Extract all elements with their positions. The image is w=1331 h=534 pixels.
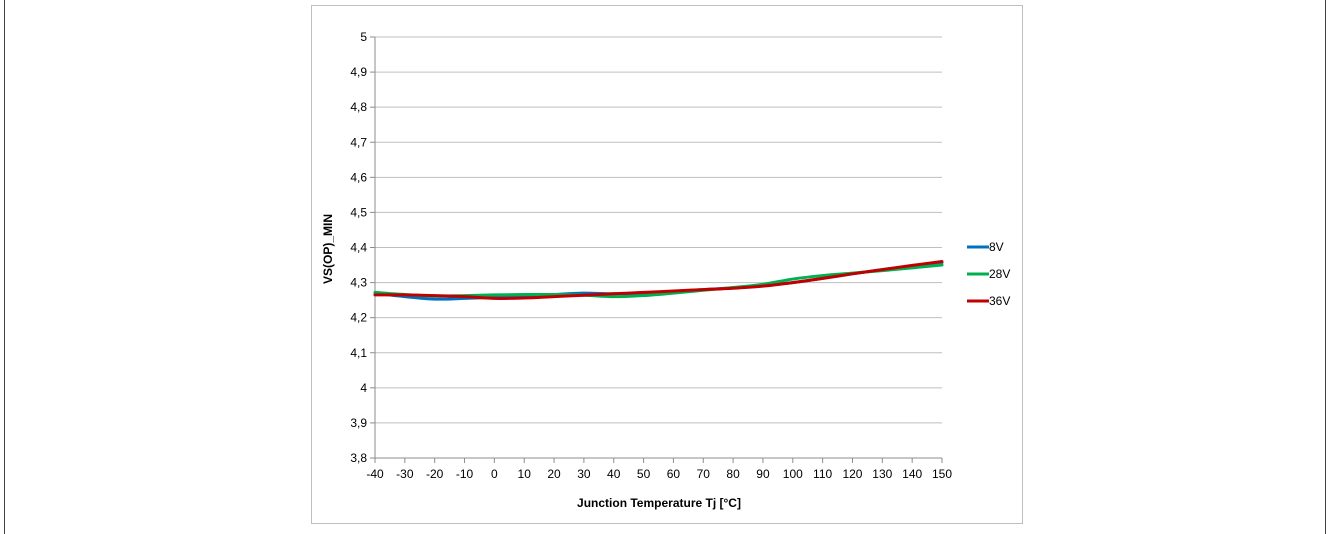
legend-label-8v: 8V [989,240,1004,254]
y-tick-label: 4,5 [350,205,367,219]
axes [370,36,943,463]
line-chart: 3,83,944,14,24,34,44,54,64,74,84,95 -40-… [321,30,1010,510]
y-axis-title: VS(OP)_MIN [321,214,335,284]
y-tick-label: 4,3 [350,276,367,290]
y-tick-label: 3,8 [350,451,367,465]
x-tick-label: 130 [872,467,892,481]
x-tick-label: 120 [842,467,862,481]
series-lines [373,260,944,301]
x-axis-title: Junction Temperature Tj [°C] [577,496,741,510]
x-tick-label: 50 [637,467,651,481]
y-tick-label: 4,6 [350,170,367,184]
y-tick-label: 4 [360,381,367,395]
y-tick-label: 4,9 [350,65,367,79]
x-tick-labels: -40 -30 -20 -10 0 10 20 30 40 50 60 70 80 90 100 110 120… [366,467,952,481]
x-tick-label: 110 [813,467,832,481]
x-tick-label: -20 [426,467,444,481]
x-tick-label: 40 [607,467,621,481]
y-tick-label: 4,7 [350,135,367,149]
legend: 8V 28V 36V [967,240,1010,308]
x-tick-label: 0 [491,467,498,481]
x-tick-label: -10 [456,467,474,481]
x-tick-label: 100 [783,467,803,481]
x-tick-label: 10 [518,467,532,481]
y-tick-label: 5 [360,30,367,44]
legend-label-28v: 28V [989,267,1010,281]
legend-label-36v: 36V [989,294,1010,308]
chart-container: 3,8 3,9 4 4,1 4,2 4,3 4,4 4,5 4,6 4,7 4,8 4,9 5 -40-… [311,5,1023,524]
y-tick-label: 4,1 [350,346,367,360]
y-tick-labels: 3,8 3,9 4 4,1 4,2 4,3 4,4 4,5 4,6 4,7 4,8 4,9 5 [350,30,367,465]
y-tick-label: 3,9 [350,416,367,430]
x-tick-label: 70 [697,467,711,481]
x-tick-label: -30 [396,467,414,481]
series-line-36v [373,260,944,300]
y-tick-label: 4,8 [350,100,367,114]
x-tick-label: 90 [756,467,770,481]
x-tick-label: 150 [932,467,952,481]
gridlines [375,36,942,424]
x-tick-label: 30 [577,467,591,481]
y-tick-label: 4,4 [350,241,367,255]
page-frame [4,0,1326,534]
x-tick-label: 140 [902,467,922,481]
x-tick-label: 20 [547,467,561,481]
x-tick-label: 80 [726,467,740,481]
x-tick-label: -40 [366,467,384,481]
y-tick-label: 4,2 [350,311,367,325]
x-tick-label: 60 [667,467,681,481]
